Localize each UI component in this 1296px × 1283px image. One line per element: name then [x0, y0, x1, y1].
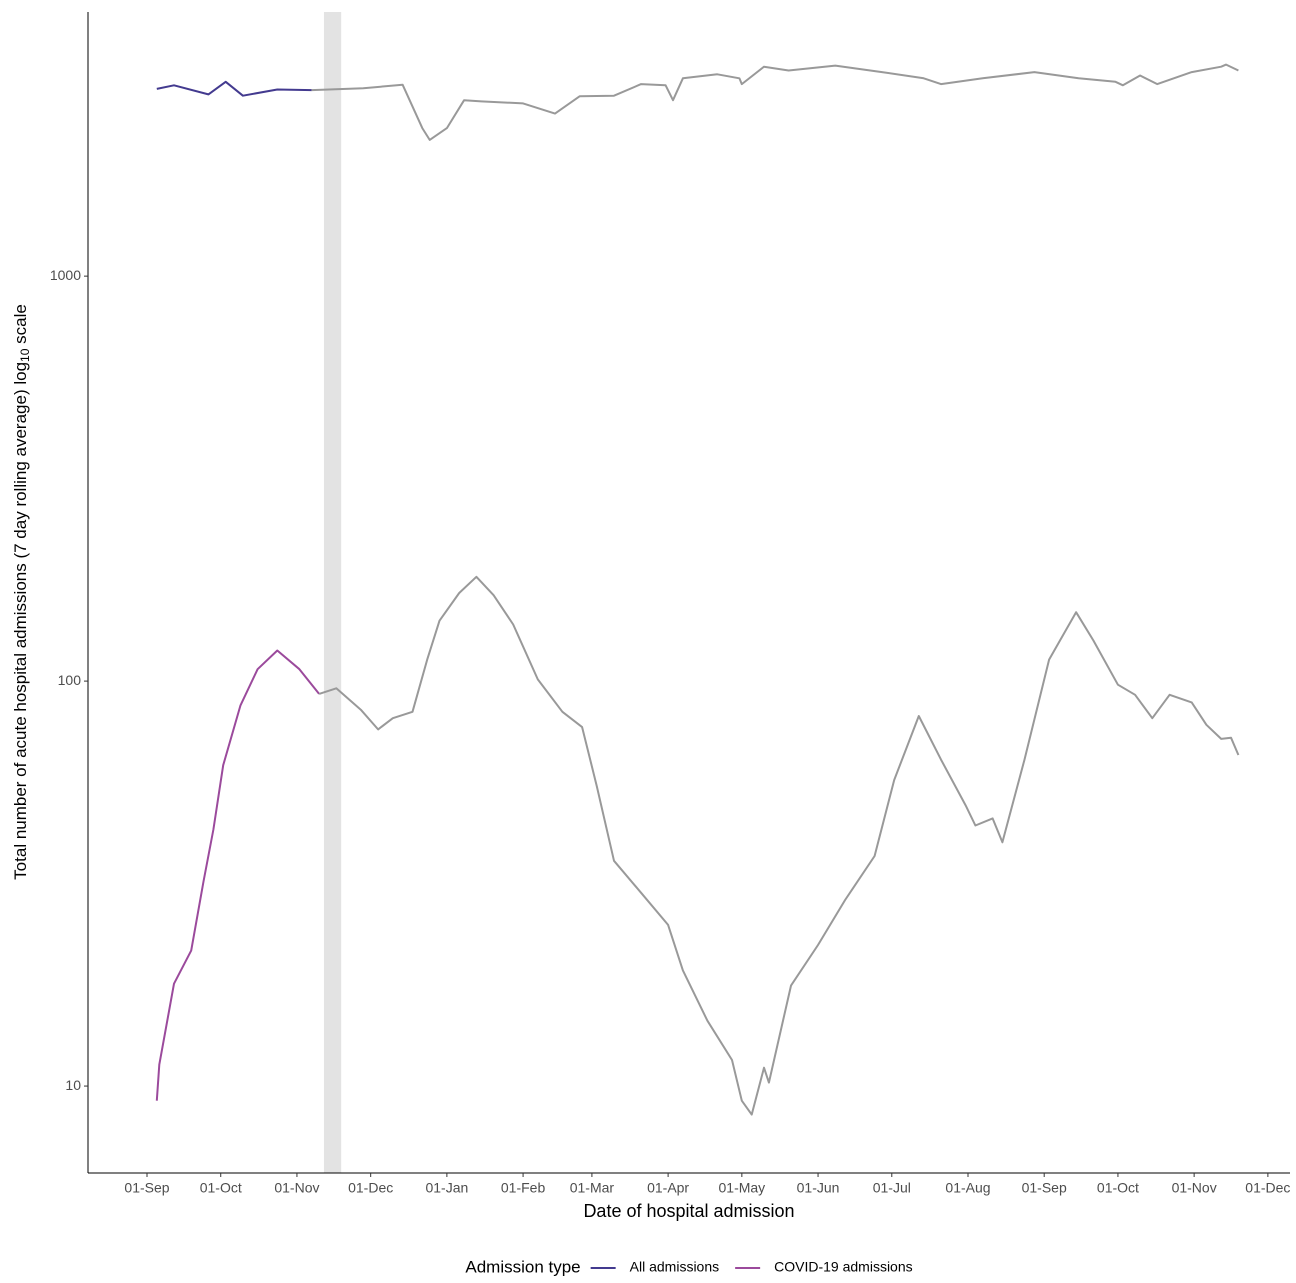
- x-tick-label: 01-Oct: [200, 1180, 242, 1196]
- x-tick-label: 01-Oct: [1097, 1180, 1139, 1196]
- x-tick-label: 01-Sep: [1022, 1180, 1067, 1196]
- x-tick-label: 01-Nov: [1172, 1180, 1217, 1196]
- y-axis-label: Total number of acute hospital admission…: [11, 304, 32, 880]
- line-provisional: [318, 575, 1240, 1116]
- y-axis-label-suffix: scale: [11, 304, 30, 348]
- line: [155, 649, 320, 1101]
- shaded-region: [323, 12, 342, 1173]
- x-tick-label: 01-May: [719, 1180, 766, 1196]
- x-axis-label: Date of hospital admission: [583, 1201, 794, 1221]
- y-axis-label-text: Total number of acute hospital admission…: [11, 362, 30, 880]
- y-tick-label: 10: [65, 1077, 81, 1093]
- y-axis-label-subscript: 10: [18, 348, 32, 362]
- x-tick-label: 01-Apr: [647, 1180, 689, 1196]
- legend-label: All admissions: [630, 1259, 719, 1275]
- legend-title: Admission type: [465, 1257, 580, 1276]
- x-tick-label: 01-Dec: [348, 1180, 393, 1196]
- x-tick-label: 01-Dec: [1245, 1180, 1290, 1196]
- x-tick-label: 01-Sep: [124, 1180, 169, 1196]
- legend: Admission type All admissions COVID-19 adm…: [465, 1257, 912, 1276]
- x-tick-label: 01-Jan: [425, 1180, 468, 1196]
- legend-label: COVID-19 admissions: [774, 1259, 913, 1275]
- x-tick-label: 01-Jun: [797, 1180, 840, 1196]
- y-tick-label: 100: [58, 672, 82, 688]
- line: [156, 80, 312, 97]
- x-tick-label: 01-Aug: [945, 1180, 990, 1196]
- x-tick-label: 01-Mar: [570, 1180, 615, 1196]
- line-provisional: [311, 63, 1239, 141]
- x-tick-label: 01-Jul: [873, 1180, 911, 1196]
- x-tick-label: 01-Feb: [501, 1180, 546, 1196]
- x-tick-label: 01-Nov: [274, 1180, 319, 1196]
- y-tick-label: 1000: [50, 267, 81, 283]
